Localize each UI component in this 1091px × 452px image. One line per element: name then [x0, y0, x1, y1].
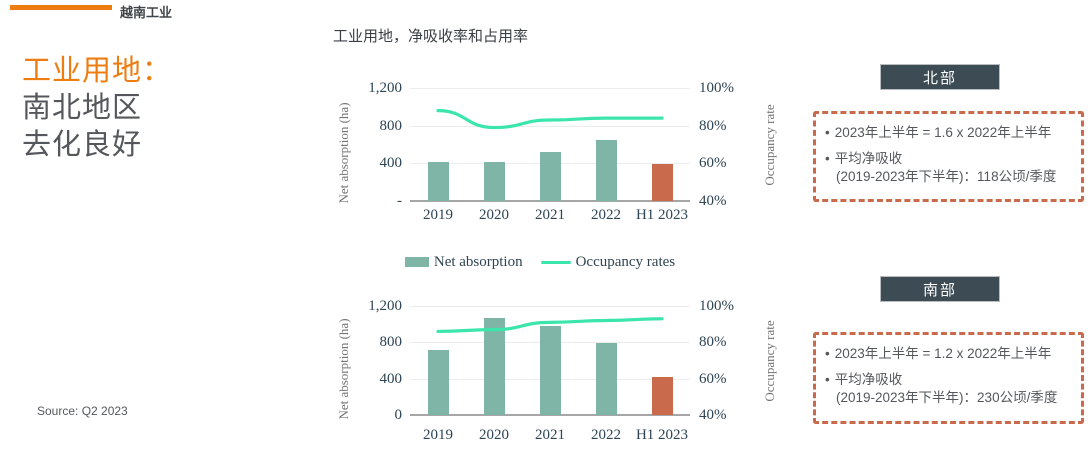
x-axis-label: 2022: [591, 427, 621, 443]
source-note: Source: Q2 2023: [37, 404, 128, 418]
x-axis-label: H1 2023: [635, 427, 689, 443]
right-axis-tick: 40%: [699, 407, 727, 423]
x-axis-line: [410, 200, 690, 202]
gridline: [410, 88, 690, 89]
occupancy-rate-line: [436, 109, 664, 130]
x-axis-label: H1 2023: [635, 207, 689, 223]
headline-line3: 去化良好: [22, 129, 143, 161]
right-axis-tick: 40%: [699, 193, 727, 209]
legend-item-net-absorption: Net absorption: [404, 253, 523, 271]
right-axis-tick: 80%: [699, 117, 727, 134]
bar-2021: [539, 325, 561, 415]
brand-accent-rule: [10, 5, 112, 10]
right-axis-tick: 100%: [699, 80, 734, 96]
bullet-icon: •: [825, 125, 830, 140]
bar-H1 2023: [651, 163, 673, 201]
right-axis-tick: 60%: [699, 155, 727, 172]
right-axis-title: Occupancy rate: [762, 319, 777, 402]
north-region-badge: 北部: [880, 64, 1000, 90]
north-bullet-2-text: 平均净吸收: [834, 151, 903, 166]
legend-line-label: Occupancy rates: [575, 253, 676, 270]
bar-2021: [539, 152, 561, 201]
right-axis-tick: 80%: [699, 334, 727, 351]
bar-2019: [427, 350, 449, 415]
left-axis-title: Net absorption (ha): [336, 101, 351, 204]
north-chart: 1,200 100% 800 80% 400 60% - 40% Net absorption …: [330, 80, 785, 238]
headline-line2: 南北地区: [22, 92, 143, 124]
chart-legend: Net absorption Occupancy rates: [385, 252, 695, 272]
left-axis-tick: 400: [379, 370, 403, 387]
bar-2022: [595, 139, 617, 201]
south-bullet-1: • 2023年上半年 = 1.2 x 2022年上半年: [825, 345, 1072, 362]
south-bullet-2: • 平均净吸收: [825, 371, 1072, 388]
bullet-icon: •: [825, 372, 830, 387]
south-region-badge: 南部: [880, 276, 1000, 302]
north-bullet-1: • 2023年上半年 = 1.6 x 2022年上半年: [825, 124, 1072, 141]
south-bullet-2-text: 平均净吸收: [834, 372, 903, 387]
bar-H1 2023: [651, 377, 673, 415]
bar-swatch-icon: [404, 257, 429, 267]
bar-2020: [483, 317, 505, 415]
right-axis-title: Occupancy rate: [762, 103, 777, 186]
left-axis-tick: 400: [379, 155, 403, 172]
x-axis-line: [410, 414, 690, 416]
occupancy-rate-line: [436, 317, 664, 334]
north-bullet-2: • 平均净吸收: [825, 150, 1072, 167]
gridline: [410, 125, 690, 127]
right-axis-tick: 100%: [699, 298, 734, 314]
north-bullet-2-subtext: (2019-2023年下半年)：118公顷/季度: [836, 169, 1057, 184]
south-bullet-1-text: 2023年上半年 = 1.2 x 2022年上半年: [834, 346, 1052, 361]
left-axis-title: Net absorption (ha): [336, 317, 351, 420]
chart-title: 工业用地，净吸收率和占用率: [333, 28, 529, 45]
line-swatch-icon: [540, 260, 571, 264]
left-axis-tick: 800: [379, 117, 403, 134]
left-axis-tick: 800: [379, 334, 403, 351]
headline-line1: 工业用地：: [22, 55, 173, 87]
left-axis-tick: -: [397, 193, 402, 209]
x-axis-label: 2020: [479, 427, 509, 443]
x-axis-label: 2021: [535, 427, 565, 443]
right-axis-tick: 60%: [699, 370, 727, 387]
bullet-icon: •: [825, 151, 830, 166]
south-bullet-2-subtext: (2019-2023年下半年)：230公顷/季度: [836, 390, 1058, 405]
bar-2019: [427, 162, 449, 201]
bullet-icon: •: [825, 346, 830, 361]
south-annotation-box: • 2023年上半年 = 1.2 x 2022年上半年 • 平均净吸收 (201…: [813, 332, 1084, 424]
left-axis-tick: 1,200: [368, 80, 402, 96]
brand-label: 越南工业: [120, 5, 173, 20]
north-bullet-1-text: 2023年上半年 = 1.6 x 2022年上半年: [834, 125, 1052, 140]
x-axis-label: 2021: [535, 207, 565, 223]
left-axis-tick: 1,200: [368, 298, 402, 314]
legend-item-occupancy: Occupancy rates: [540, 253, 676, 271]
north-annotation-box: • 2023年上半年 = 1.6 x 2022年上半年 • 平均净吸收 (201…: [813, 111, 1084, 202]
gridline: [410, 306, 690, 307]
x-axis-label: 2019: [423, 207, 453, 223]
bar-2020: [483, 161, 505, 201]
x-axis-label: 2020: [479, 207, 509, 223]
legend-bar-label: Net absorption: [433, 253, 523, 270]
bar-2022: [595, 343, 617, 415]
x-axis-label: 2019: [423, 427, 453, 443]
south-chart: 1,200 100% 800 80% 400 60% 0 40% Net absorption …: [330, 296, 785, 452]
left-axis-tick: 0: [394, 407, 403, 423]
x-axis-label: 2022: [591, 207, 621, 223]
headline: 工业用地： 南北地区 去化良好: [22, 53, 172, 164]
